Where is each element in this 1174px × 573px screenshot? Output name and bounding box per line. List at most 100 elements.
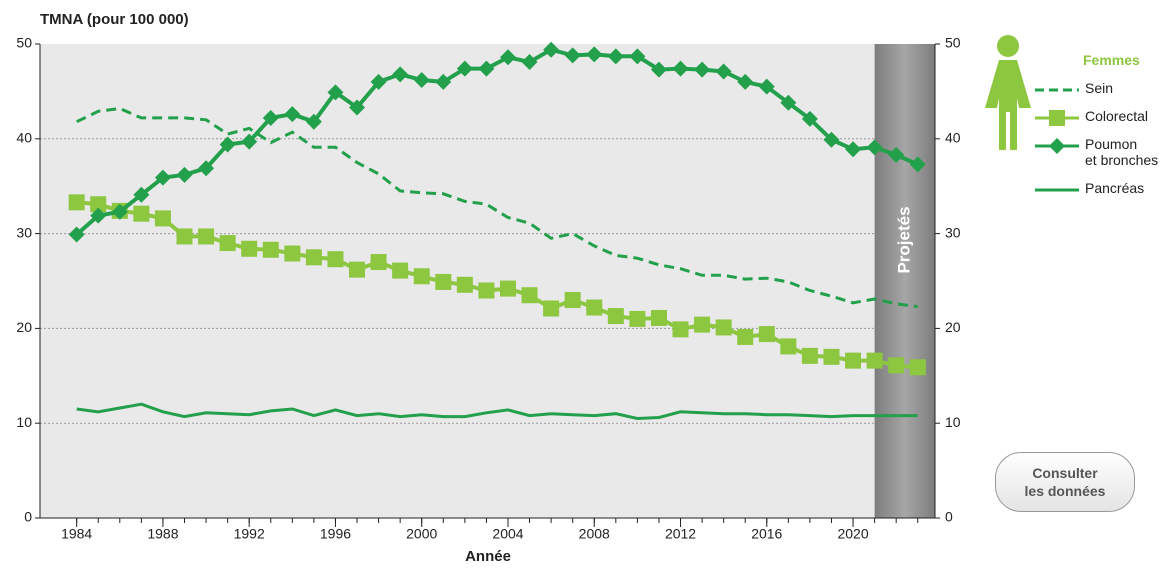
diamond-marker [305, 113, 322, 130]
series-line [76, 200, 918, 370]
square-marker [198, 228, 215, 245]
y2-tick-label: 40 [945, 130, 961, 146]
square-marker [521, 287, 538, 304]
view-data-button[interactable]: Consulter les données [995, 452, 1135, 512]
diamond-marker [435, 73, 452, 90]
square-marker [1049, 110, 1065, 126]
square-marker [305, 249, 322, 266]
square-marker [629, 310, 646, 327]
y2-tick-label: 30 [945, 224, 961, 240]
diamond-marker [1049, 138, 1065, 154]
diamond-marker [241, 133, 258, 150]
diamond-marker [607, 48, 624, 65]
square-marker [845, 352, 862, 369]
woman-icon [985, 35, 1031, 150]
square-marker [737, 328, 754, 345]
y-tick-label: 10 [16, 414, 32, 430]
square-marker [499, 280, 516, 297]
legend-swatch [1035, 110, 1079, 126]
square-marker [823, 348, 840, 365]
diamond-marker [694, 61, 711, 78]
chart-title: TMNA (pour 100 000) [40, 11, 189, 28]
legend-label: Pancréas [1085, 180, 1145, 196]
square-marker [219, 235, 236, 252]
diamond-marker [758, 78, 775, 95]
diamond-marker [413, 72, 430, 89]
square-marker [68, 194, 85, 211]
square-marker [866, 352, 883, 369]
diamond-marker [154, 169, 171, 186]
series-line [76, 106, 918, 309]
square-marker [133, 205, 150, 222]
square-marker [586, 299, 603, 316]
square-marker [154, 210, 171, 227]
square-marker [607, 308, 624, 325]
diamond-marker [262, 109, 279, 126]
diamond-marker [456, 60, 473, 77]
square-marker [262, 241, 279, 258]
diamond-marker [888, 146, 905, 163]
x-tick-label: 2004 [492, 526, 523, 542]
x-tick-label: 1988 [147, 526, 178, 542]
diamond-marker [866, 139, 883, 156]
diamond-marker [219, 136, 236, 153]
square-marker [888, 357, 905, 374]
legend: Femmes Sein Colorectal Poumon et bronches P… [975, 30, 1170, 230]
diamond-marker [650, 61, 667, 78]
diamond-marker [629, 48, 646, 65]
square-marker [650, 309, 667, 326]
diamond-marker [90, 207, 107, 224]
square-marker [176, 228, 193, 245]
diamond-marker [909, 156, 926, 173]
square-marker [672, 321, 689, 338]
y2-tick-label: 0 [945, 509, 953, 525]
diamond-marker [370, 73, 387, 90]
x-tick-label: 2008 [579, 526, 610, 542]
x-tick-label: 2012 [665, 526, 696, 542]
diamond-marker [349, 99, 366, 116]
square-marker [241, 240, 258, 257]
diamond-marker [392, 66, 409, 83]
series-line [75, 47, 919, 237]
y2-tick-label: 10 [945, 414, 961, 430]
diamond-marker [284, 106, 301, 123]
x-tick-label: 1984 [61, 526, 92, 542]
square-marker [564, 291, 581, 308]
diamond-marker [133, 186, 150, 203]
diamond-marker [176, 166, 193, 183]
square-marker [284, 245, 301, 262]
square-marker [435, 273, 452, 290]
square-marker [715, 319, 732, 336]
legend-label: Poumon et bronches [1085, 136, 1159, 168]
diamond-marker [499, 49, 516, 66]
y-tick-label: 20 [16, 319, 32, 335]
legend-swatch [1035, 138, 1079, 154]
diamond-marker [801, 110, 818, 127]
x-tick-label: 1996 [320, 526, 351, 542]
diamond-marker [737, 73, 754, 90]
diamond-marker [478, 60, 495, 77]
square-marker [90, 196, 107, 213]
square-marker [758, 326, 775, 343]
diamond-marker [327, 84, 344, 101]
square-marker [370, 254, 387, 271]
square-marker [392, 262, 409, 279]
diamond-marker [543, 41, 560, 58]
diamond-marker [198, 160, 215, 177]
diamond-marker [823, 131, 840, 148]
diamond-marker [111, 203, 128, 220]
legend-label: Sein [1085, 80, 1114, 96]
diamond-marker [586, 46, 603, 63]
y-tick-label: 30 [16, 224, 32, 240]
legend-swatch [1035, 188, 1079, 192]
diamond-marker [845, 141, 862, 158]
legend-label: Colorectal [1085, 108, 1149, 124]
y2-tick-label: 50 [945, 35, 961, 51]
projection-label: Projetés [894, 206, 913, 273]
x-tick-label: 2000 [406, 526, 437, 542]
diamond-marker [564, 47, 581, 64]
diamond-marker [521, 54, 538, 71]
square-marker [543, 300, 560, 317]
